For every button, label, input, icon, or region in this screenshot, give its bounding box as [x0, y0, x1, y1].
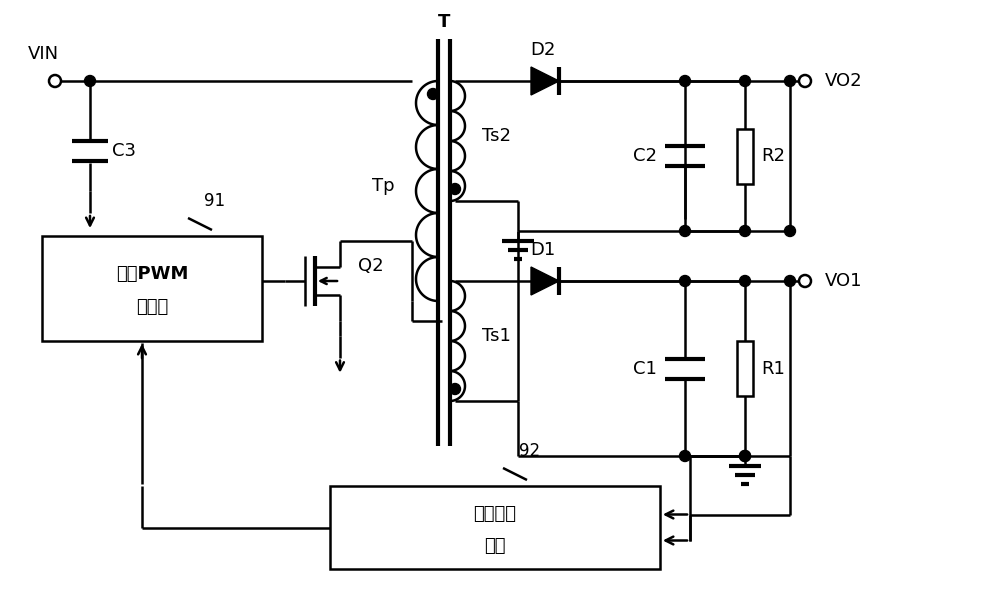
Text: 控制器: 控制器: [136, 298, 168, 315]
Text: D2: D2: [530, 41, 556, 59]
Text: 第二PWM: 第二PWM: [116, 266, 188, 284]
Circle shape: [740, 76, 750, 87]
Polygon shape: [531, 67, 559, 95]
Circle shape: [680, 225, 690, 236]
Circle shape: [680, 76, 690, 87]
Circle shape: [784, 225, 796, 236]
Polygon shape: [531, 267, 559, 295]
Text: 反馈隔离: 反馈隔离: [474, 505, 516, 522]
Circle shape: [799, 275, 811, 287]
Circle shape: [784, 76, 796, 87]
Text: C2: C2: [633, 147, 657, 165]
Circle shape: [450, 183, 460, 194]
Circle shape: [740, 276, 750, 287]
Text: R2: R2: [761, 147, 785, 165]
Bar: [42, 236, 262, 341]
Text: 92: 92: [519, 442, 541, 460]
Text: 单元: 单元: [484, 536, 506, 555]
Bar: [737, 128, 753, 183]
Text: C3: C3: [112, 142, 136, 160]
Circle shape: [740, 450, 750, 461]
Text: Q2: Q2: [358, 257, 384, 275]
Circle shape: [740, 450, 750, 461]
Text: Ts2: Ts2: [482, 127, 511, 145]
Circle shape: [784, 276, 796, 287]
Text: T: T: [438, 13, 450, 31]
Circle shape: [428, 89, 438, 100]
Text: VO1: VO1: [825, 272, 862, 290]
Circle shape: [799, 75, 811, 87]
Bar: [737, 341, 753, 396]
Circle shape: [680, 276, 690, 287]
Text: VO2: VO2: [825, 72, 863, 90]
Text: 91: 91: [204, 192, 226, 210]
Text: R1: R1: [761, 359, 785, 378]
Circle shape: [740, 225, 750, 236]
Text: D1: D1: [530, 241, 556, 259]
Text: Ts1: Ts1: [482, 327, 511, 345]
Text: VIN: VIN: [27, 45, 59, 63]
Bar: [330, 486, 660, 569]
Circle shape: [84, 76, 96, 87]
Circle shape: [680, 450, 690, 461]
Text: Tp: Tp: [372, 177, 394, 195]
Text: C1: C1: [633, 359, 657, 378]
Circle shape: [49, 75, 61, 87]
Circle shape: [450, 384, 460, 395]
